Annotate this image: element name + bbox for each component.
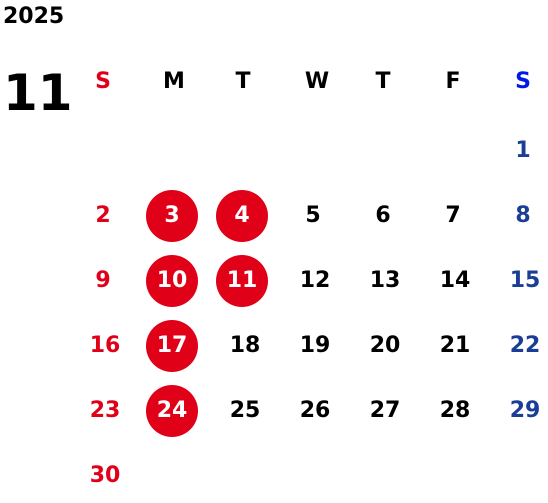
date-cell[interactable]: 18 [229, 333, 261, 358]
date-cell[interactable]: 7 [445, 203, 461, 228]
highlight-circle: 4 [216, 190, 268, 242]
date-cell[interactable]: 2 [95, 203, 111, 228]
date-cell[interactable]: 28 [439, 398, 471, 423]
weekday-header-tue: T [235, 69, 251, 94]
date-cell-highlighted[interactable]: 24 [140, 385, 204, 437]
date-cell[interactable]: 16 [89, 333, 121, 358]
date-cell[interactable]: 1 [515, 138, 531, 163]
highlight-circle: 24 [146, 385, 198, 437]
highlight-circle: 3 [146, 190, 198, 242]
weekday-header-sat: S [515, 69, 531, 94]
date-cell[interactable]: 27 [369, 398, 401, 423]
highlight-circle: 10 [146, 255, 198, 307]
date-cell-highlighted[interactable]: 11 [210, 255, 274, 307]
date-cell-highlighted[interactable]: 17 [140, 320, 204, 372]
highlight-circle: 17 [146, 320, 198, 372]
date-cell-highlighted[interactable]: 3 [140, 190, 204, 242]
date-cell[interactable]: 23 [89, 398, 121, 423]
weekday-header-mon: M [163, 69, 185, 94]
year-label: 2025 [3, 4, 65, 29]
weekday-header-wed: W [304, 69, 330, 94]
weekday-header-sun: S [95, 69, 111, 94]
month-number: 11 [3, 64, 73, 122]
date-cell[interactable]: 6 [375, 203, 391, 228]
date-cell[interactable]: 5 [305, 203, 321, 228]
weekday-header-fri: F [445, 69, 461, 94]
date-cell[interactable]: 30 [89, 463, 121, 488]
date-cell[interactable]: 19 [299, 333, 331, 358]
date-cell[interactable]: 8 [515, 203, 531, 228]
date-cell[interactable]: 20 [369, 333, 401, 358]
date-cell[interactable]: 13 [369, 268, 401, 293]
date-cell[interactable]: 15 [509, 268, 541, 293]
highlight-circle: 11 [216, 255, 268, 307]
date-cell[interactable]: 29 [509, 398, 541, 423]
date-cell[interactable]: 21 [439, 333, 471, 358]
date-cell[interactable]: 12 [299, 268, 331, 293]
weekday-header-thu: T [375, 69, 391, 94]
date-cell-highlighted[interactable]: 4 [210, 190, 274, 242]
date-cell[interactable]: 22 [509, 333, 541, 358]
date-cell-highlighted[interactable]: 10 [140, 255, 204, 307]
date-cell[interactable]: 25 [229, 398, 261, 423]
date-cell[interactable]: 14 [439, 268, 471, 293]
date-cell[interactable]: 26 [299, 398, 331, 423]
date-cell[interactable]: 9 [95, 268, 111, 293]
